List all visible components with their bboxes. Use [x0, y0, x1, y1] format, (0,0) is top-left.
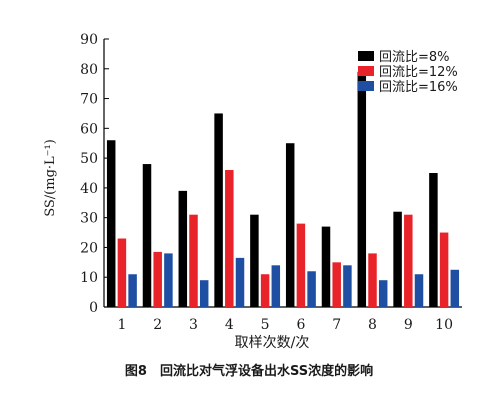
bar	[368, 253, 377, 307]
y-axis-ticks: 0 10 20 30 40 50 60 70 80 90	[80, 32, 109, 316]
bars	[106, 71, 460, 307]
legend-label: 回流比=8%	[379, 50, 450, 65]
y-tick-label: 30	[80, 211, 98, 227]
y-tick-label: 60	[80, 121, 98, 137]
y-tick-label: 80	[80, 62, 98, 78]
y-tick-label: 20	[80, 240, 98, 256]
bar	[378, 280, 388, 307]
y-axis-label: SS/(mg·L⁻¹)	[43, 139, 58, 217]
x-axis-label: 取样次数/次	[235, 335, 310, 351]
bar	[343, 265, 352, 307]
bar	[189, 214, 198, 307]
bar	[271, 265, 281, 307]
legend-swatch	[358, 51, 374, 61]
bar	[285, 143, 295, 307]
y-tick-label: 10	[80, 270, 98, 286]
bar	[164, 253, 173, 307]
bar	[357, 71, 367, 307]
bar	[128, 274, 137, 307]
bar	[414, 274, 424, 307]
x-tick-label: 2	[153, 317, 162, 333]
legend: 回流比=8%回流比=12%回流比=16%	[358, 50, 458, 95]
x-tick-label: 6	[296, 317, 305, 333]
bar	[450, 269, 460, 307]
legend-label: 回流比=16%	[379, 80, 458, 95]
y-tick-label: 90	[80, 32, 98, 48]
bar	[439, 232, 449, 307]
x-tick-label: 10	[435, 317, 453, 333]
bar	[296, 223, 306, 307]
legend-swatch	[358, 81, 374, 91]
bar	[332, 262, 341, 307]
bar	[307, 271, 316, 307]
plot-area	[103, 39, 462, 308]
y-tick-label: 0	[89, 300, 98, 316]
bar	[235, 257, 245, 307]
bar	[260, 274, 270, 307]
y-tick-label: 50	[80, 151, 98, 167]
x-axis-ticks: 1 2 3 4 5 6 7 8 9 10	[117, 317, 453, 333]
x-tick-label: 9	[404, 317, 413, 333]
legend-label: 回流比=12%	[379, 65, 458, 80]
x-tick-label: 1	[117, 317, 126, 333]
figure-caption: 图8 回流比对气浮设备出水SS浓度的影响	[124, 364, 374, 379]
bar	[214, 113, 223, 307]
x-tick-label: 8	[368, 317, 377, 333]
x-tick-label: 3	[189, 317, 198, 333]
y-tick-label: 70	[80, 92, 98, 108]
bar	[117, 238, 127, 307]
x-tick-label: 5	[261, 317, 270, 333]
bar	[106, 140, 116, 307]
bar	[321, 226, 331, 307]
legend-swatch	[358, 66, 374, 76]
bar	[393, 211, 402, 307]
bar	[199, 280, 209, 307]
y-tick-label: 40	[80, 181, 98, 197]
bar	[142, 164, 152, 307]
bar	[178, 190, 188, 307]
bar	[250, 214, 259, 307]
bar	[225, 170, 234, 307]
x-tick-label: 4	[225, 317, 234, 333]
bar	[153, 251, 162, 307]
bar	[404, 214, 413, 307]
x-tick-label: 7	[332, 317, 341, 333]
bar	[429, 173, 438, 307]
